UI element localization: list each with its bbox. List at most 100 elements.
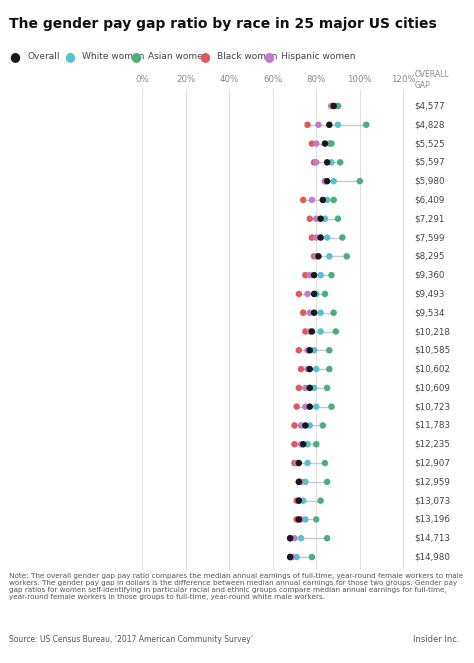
- Point: [306, 308, 313, 318]
- Point: [304, 457, 311, 468]
- Text: $12,235: $12,235: [414, 440, 450, 449]
- Point: [291, 420, 298, 431]
- Point: [297, 533, 305, 544]
- Point: [293, 495, 301, 506]
- Text: The gender pay gap ratio by race in 25 major US cities: The gender pay gap ratio by race in 25 m…: [9, 17, 437, 30]
- Text: Overall: Overall: [27, 52, 60, 61]
- Point: [310, 157, 318, 168]
- Point: [310, 251, 318, 262]
- Point: [297, 439, 305, 450]
- Point: [304, 439, 311, 450]
- Text: $5,980: $5,980: [414, 176, 445, 186]
- Text: $6,409: $6,409: [414, 196, 445, 204]
- Point: [326, 345, 333, 355]
- Point: [304, 345, 311, 355]
- Text: $10,218: $10,218: [414, 327, 450, 336]
- Point: [306, 420, 313, 431]
- Point: [330, 101, 337, 111]
- Point: [297, 420, 305, 431]
- Text: $12,907: $12,907: [414, 459, 450, 467]
- Text: ●: ●: [130, 50, 141, 63]
- Text: Insider Inc.: Insider Inc.: [413, 635, 460, 644]
- Point: [315, 251, 322, 262]
- Point: [312, 251, 320, 262]
- Point: [308, 552, 316, 562]
- Text: $14,980: $14,980: [414, 552, 450, 562]
- Point: [295, 495, 302, 506]
- Point: [295, 457, 302, 468]
- Point: [317, 213, 324, 224]
- Point: [304, 119, 311, 130]
- Text: $5,525: $5,525: [414, 139, 445, 148]
- Text: $9,534: $9,534: [414, 308, 445, 317]
- Point: [306, 326, 313, 337]
- Point: [323, 157, 331, 168]
- Point: [321, 288, 329, 299]
- Point: [330, 176, 337, 186]
- Text: $10,602: $10,602: [414, 365, 450, 373]
- Point: [306, 213, 313, 224]
- Point: [328, 157, 335, 168]
- Point: [300, 495, 307, 506]
- Point: [301, 514, 309, 524]
- Point: [323, 533, 331, 544]
- Text: $14,713: $14,713: [414, 534, 450, 543]
- Point: [334, 213, 342, 224]
- Text: $9,360: $9,360: [414, 271, 445, 280]
- Text: ●: ●: [9, 50, 20, 63]
- Point: [310, 270, 318, 280]
- Point: [301, 270, 309, 280]
- Point: [312, 401, 320, 412]
- Point: [286, 552, 294, 562]
- Point: [326, 119, 333, 130]
- Point: [286, 552, 294, 562]
- Point: [301, 401, 309, 412]
- Point: [291, 457, 298, 468]
- Text: $10,585: $10,585: [414, 346, 450, 355]
- Point: [289, 552, 296, 562]
- Point: [312, 364, 320, 375]
- Point: [317, 308, 324, 318]
- Point: [306, 345, 313, 355]
- Text: Asian women: Asian women: [148, 52, 209, 61]
- Text: Black women: Black women: [217, 52, 277, 61]
- Point: [328, 101, 335, 111]
- Point: [301, 420, 309, 431]
- Point: [297, 514, 305, 524]
- Point: [308, 139, 316, 149]
- Text: $10,609: $10,609: [414, 383, 450, 392]
- Text: ●: ●: [64, 50, 75, 63]
- Point: [326, 139, 333, 149]
- Point: [297, 364, 305, 375]
- Text: ●: ●: [263, 50, 274, 63]
- Point: [293, 514, 301, 524]
- Point: [326, 251, 333, 262]
- Point: [321, 139, 329, 149]
- Text: ●: ●: [199, 50, 210, 63]
- Point: [312, 157, 320, 168]
- Text: $12,959: $12,959: [414, 477, 450, 487]
- Text: $7,291: $7,291: [414, 214, 445, 223]
- Point: [300, 308, 307, 318]
- Point: [301, 383, 309, 393]
- Point: [312, 232, 320, 243]
- Point: [334, 101, 342, 111]
- Text: $4,828: $4,828: [414, 120, 445, 129]
- Point: [343, 251, 350, 262]
- Point: [300, 195, 307, 206]
- Point: [295, 477, 302, 487]
- Point: [295, 514, 302, 524]
- Point: [291, 439, 298, 450]
- Text: $10,723: $10,723: [414, 402, 450, 411]
- Point: [326, 364, 333, 375]
- Point: [334, 119, 342, 130]
- Text: $8,295: $8,295: [414, 252, 445, 261]
- Point: [304, 288, 311, 299]
- Point: [308, 326, 316, 337]
- Point: [295, 495, 302, 506]
- Point: [286, 533, 294, 544]
- Point: [310, 383, 318, 393]
- Point: [328, 101, 335, 111]
- Point: [330, 308, 337, 318]
- Point: [312, 139, 320, 149]
